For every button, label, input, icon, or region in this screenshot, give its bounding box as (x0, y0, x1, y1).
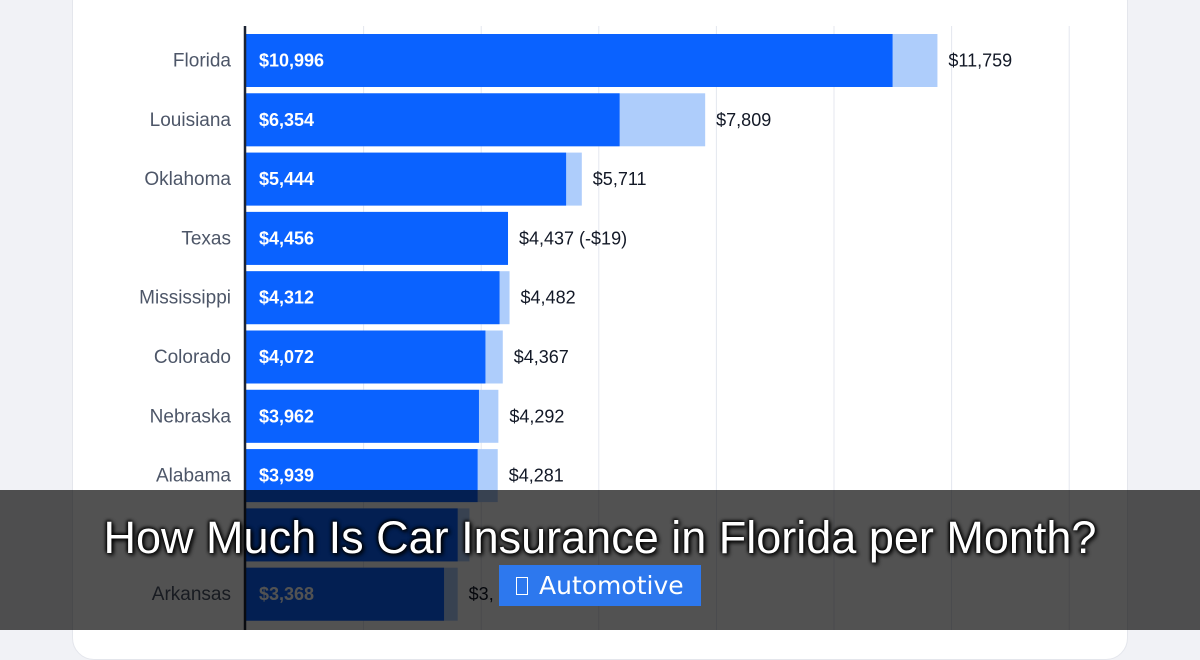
end-value-label: $4,367 (514, 347, 569, 367)
title-overlay (0, 490, 1200, 630)
bar-current (246, 34, 893, 87)
category-badge-label: Automotive (539, 571, 684, 600)
category-label: Alabama (156, 466, 231, 487)
category-badge[interactable]: Automotive (499, 565, 701, 606)
bar-value-label: $10,996 (259, 51, 324, 71)
bar-current (246, 93, 620, 147)
end-value-label: $4,482 (521, 288, 576, 308)
bar-current (246, 211, 509, 265)
folder-icon (516, 576, 528, 595)
end-value-label: $4,437 (-$19) (519, 228, 627, 248)
end-value-label: $11,759 (948, 51, 1012, 71)
bar-current (246, 152, 567, 206)
bar-current (246, 330, 486, 384)
article-headline: How Much Is Car Insurance in Florida per… (103, 512, 1097, 563)
category-label: Texas (181, 228, 231, 249)
bar-current (246, 389, 479, 443)
bar-value-label: $4,072 (259, 347, 314, 367)
category-label: Nebraska (150, 406, 232, 427)
bar-value-label: $6,354 (259, 110, 314, 130)
bar-value-label: $4,312 (259, 288, 314, 308)
category-label: Mississippi (139, 288, 231, 309)
end-value-label: $7,809 (716, 110, 771, 130)
end-value-label: $5,711 (593, 169, 647, 189)
category-label: Louisiana (150, 110, 232, 131)
end-value-label: $4,281 (509, 466, 564, 486)
category-label: Colorado (154, 347, 231, 368)
bar-current (246, 271, 500, 325)
bar-value-label: $5,444 (259, 169, 314, 189)
end-value-label: $4,292 (509, 406, 564, 426)
bar-value-label: $4,456 (259, 228, 314, 248)
category-label: Oklahoma (144, 169, 231, 190)
category-label: Florida (173, 51, 232, 72)
bar-value-label: $3,962 (259, 406, 314, 426)
bar-value-label: $3,939 (259, 466, 314, 486)
